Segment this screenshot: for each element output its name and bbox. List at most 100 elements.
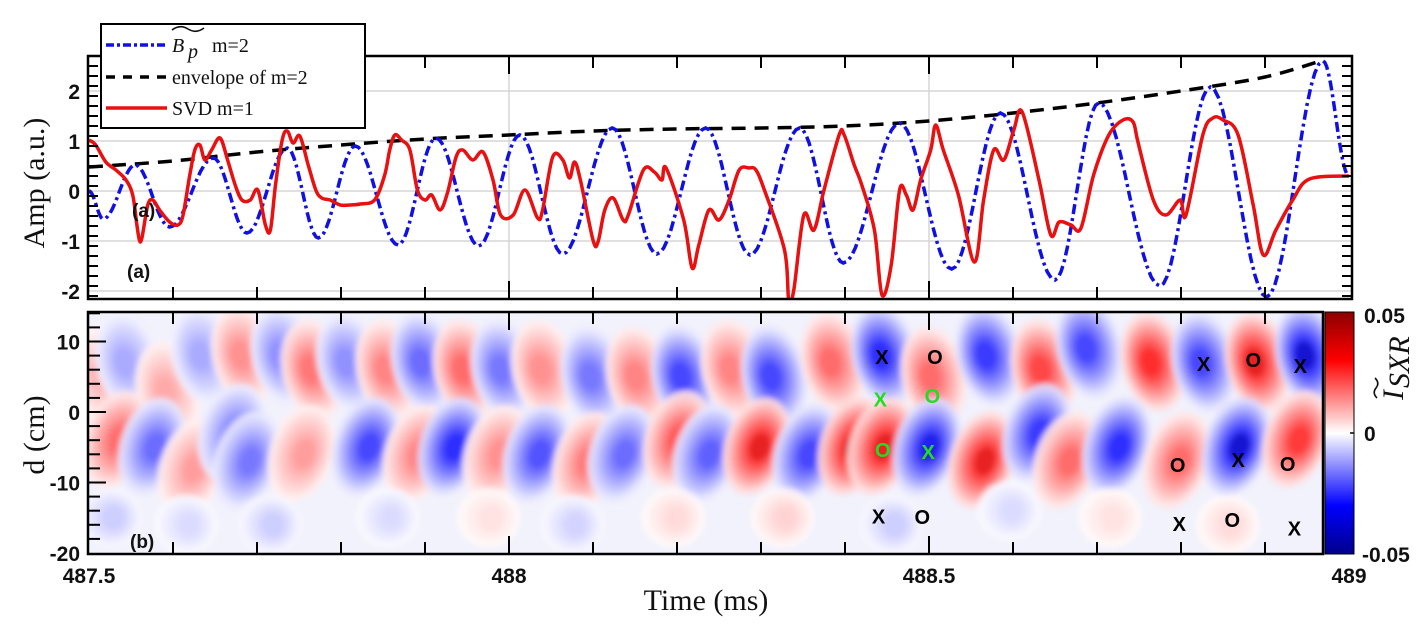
heatmap-blob <box>443 432 466 462</box>
y-tick-label: 0 <box>68 402 80 425</box>
legend-svd-label: SVD m=1 <box>172 98 254 120</box>
heatmap-blob <box>143 432 166 462</box>
legend-bp-label: m=2 <box>212 35 249 57</box>
panel-a-label: (a) <box>127 262 150 283</box>
heatmap-blob <box>238 446 261 476</box>
heatmap-blob <box>748 432 771 462</box>
colorbar-tick-label-min: -0.05 <box>1362 544 1410 567</box>
heatmap-blob <box>760 361 782 392</box>
legend-bp-subscript: p <box>186 41 198 63</box>
y-tick-label: -10 <box>50 473 80 496</box>
colorbar-tick-label-max: 0.05 <box>1364 305 1405 328</box>
heatmap-blob <box>178 513 200 537</box>
heatmap-blob <box>698 439 721 469</box>
panel-a-frame <box>86 54 1354 301</box>
colorbar-gradient <box>1324 311 1355 555</box>
heatmap-blob <box>189 340 212 371</box>
legend-bp-symbol: B <box>172 35 184 57</box>
o-point-marker: O <box>1170 455 1186 477</box>
heatmap-blob <box>973 446 996 476</box>
x-point-marker: X <box>872 506 886 528</box>
x-point-marker: X <box>1288 518 1302 540</box>
heatmap-blob <box>114 347 136 378</box>
heatmap-blob <box>1190 347 1212 378</box>
heatmap-blob <box>565 513 586 537</box>
heatmap-blob <box>798 439 821 469</box>
x-point-marker: X <box>1231 450 1245 472</box>
heatmap-blob <box>918 432 941 462</box>
heatmap-blob <box>579 361 601 392</box>
x-tick-label: 488.5 <box>903 565 956 588</box>
colorbar-title: I SXR <box>1373 336 1416 401</box>
heatmap-blob <box>1029 354 1052 385</box>
heatmap-blob <box>299 354 322 385</box>
heatmap-blob <box>1139 347 1162 378</box>
heatmap-blob <box>183 453 206 483</box>
heatmap-blob <box>1002 499 1023 523</box>
o-point-marker: O <box>1280 454 1296 476</box>
legend-envelope-label: envelope of m=2 <box>172 67 308 89</box>
colorbar-title-main: I <box>1377 388 1410 401</box>
heatmap-blob <box>380 506 402 530</box>
x-point-marker: X <box>874 389 888 411</box>
heatmap-blob <box>358 432 380 462</box>
legend: B p m=2 envelope of m=2 SVD m=1 <box>100 23 366 129</box>
xo-markers: X OX OO XX OX O XO X OX O X <box>872 347 1308 540</box>
heatmap-blob <box>409 347 432 378</box>
colorbar-title-sub: SXR <box>1383 336 1416 388</box>
heatmap-blob <box>230 340 252 371</box>
x-tick-label: 487.5 <box>63 565 116 588</box>
heatmap-blob <box>870 340 892 371</box>
y-tick-label: -1 <box>61 231 80 254</box>
y-axis-title-d: d (cm) <box>18 395 51 474</box>
heatmap-blob <box>293 439 316 469</box>
heatmap-blob <box>1102 506 1124 530</box>
x-axis-title-time: Time (ms) <box>644 584 769 617</box>
tilde-icon <box>171 25 205 33</box>
panel-a: -2 -1 0 1 2 (a) (a) Amp (a.u.) B p m=2 envel… <box>18 23 1354 304</box>
x-point-marker: X <box>875 347 889 369</box>
heatmap-blob <box>528 439 551 469</box>
o-point-marker: O <box>914 507 930 529</box>
heatmap-blob <box>262 513 284 537</box>
heatmap-blob <box>613 439 636 469</box>
y-axis-title-amp: Amp (a.u.) <box>18 118 51 249</box>
heatmap-blob <box>1244 347 1266 378</box>
heatmap-blob <box>103 506 124 530</box>
heatmap-blob <box>819 347 842 378</box>
x-point-marker: X <box>1294 356 1308 378</box>
colorbar: 0.05 0 -0.05 I SXR <box>1324 305 1416 567</box>
heatmap-blob <box>374 354 396 385</box>
y-tick-label: -20 <box>50 543 80 566</box>
legend-entry-bp: B p m=2 <box>171 25 249 63</box>
heatmap-blob <box>1108 432 1130 462</box>
panel-a-label-overlay: (a) <box>132 201 155 222</box>
series-envelope-line <box>88 58 1325 169</box>
heatmap-blob <box>975 340 997 371</box>
heatmap-blob <box>1228 432 1251 462</box>
heatmap-blobs <box>88 312 1323 554</box>
panel-b-frame <box>86 310 1325 556</box>
heatmap-blob <box>670 361 692 392</box>
series-svd-m1-line <box>88 108 1350 299</box>
x-tick-label: 488 <box>491 565 526 588</box>
o-point-marker: O <box>927 347 943 369</box>
heatmap-blob <box>335 347 357 378</box>
panel-b-label: (b) <box>130 532 154 553</box>
x-point-marker: X <box>1197 354 1211 376</box>
heatmap-blob <box>884 513 906 537</box>
heatmap-blob <box>1168 446 1191 476</box>
heatmap-blob <box>1294 340 1316 371</box>
o-point-marker: O <box>875 440 891 462</box>
x-point-marker: X <box>921 442 935 464</box>
heatmap-blob <box>919 361 942 392</box>
tilde-icon <box>1373 377 1379 399</box>
o-point-marker: O <box>925 386 941 408</box>
heatmap-blob <box>1288 425 1310 455</box>
y-tick-label: 2 <box>68 81 80 104</box>
panel-a-grid <box>88 56 1352 299</box>
y-tick-label: 10 <box>57 332 80 355</box>
o-point-marker: O <box>1224 510 1240 532</box>
